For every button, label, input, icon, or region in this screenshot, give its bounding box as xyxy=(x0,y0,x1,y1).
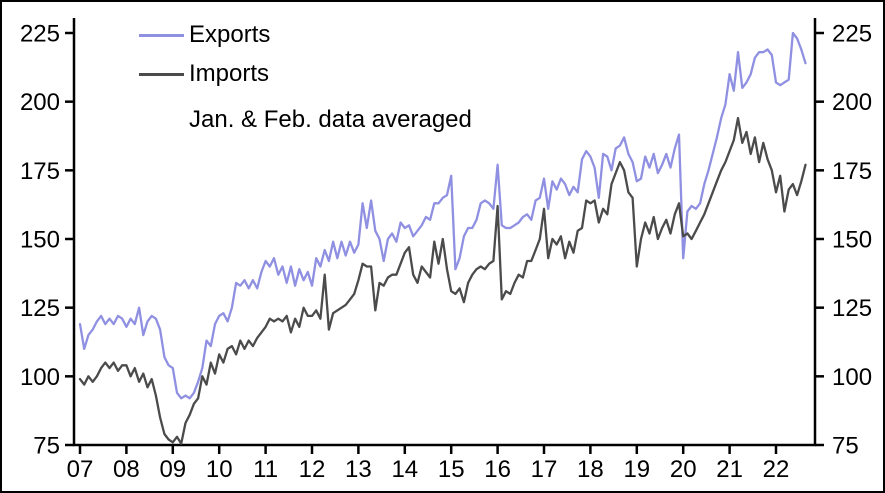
y-axis-label-left: 175 xyxy=(20,158,60,185)
x-axis-label: 17 xyxy=(531,456,558,483)
legend-item-imports: Imports xyxy=(139,60,269,88)
axes-lines xyxy=(72,18,817,447)
x-axis-label: 16 xyxy=(484,456,511,483)
x-axis-label: 18 xyxy=(577,456,604,483)
y-axis-label-right: 225 xyxy=(832,21,872,48)
chart-note: Jan. & Feb. data averaged xyxy=(189,106,472,133)
x-axis-label: 22 xyxy=(763,456,790,483)
x-axis-label: 13 xyxy=(345,456,372,483)
exports-line-swatch xyxy=(139,33,184,37)
legend-item-exports: Exports xyxy=(139,21,270,49)
y-axis-label-left: 125 xyxy=(20,295,60,322)
exports-line xyxy=(78,31,807,400)
x-axis-label: 09 xyxy=(159,456,186,483)
y-axis-label-left: 150 xyxy=(20,227,60,254)
x-axis-label: 14 xyxy=(391,456,418,483)
x-axis-label: 12 xyxy=(299,456,326,483)
y-axis-label-left: 75 xyxy=(33,433,60,460)
y-axis-label-right: 175 xyxy=(832,158,872,185)
imports-legend-label: Imports xyxy=(189,60,270,87)
y-axis-label-right: 100 xyxy=(832,364,872,391)
y-axis-label-right: 150 xyxy=(832,227,872,254)
x-axis-label: 10 xyxy=(206,456,233,483)
y-axis-label-right: 125 xyxy=(832,295,872,322)
x-axis-label: 07 xyxy=(67,456,94,483)
y-axis-label-left: 200 xyxy=(20,89,60,116)
imports-line-swatch xyxy=(139,72,184,76)
y-axis-label-right: 75 xyxy=(832,433,859,460)
exports-legend-label: Exports xyxy=(189,21,271,48)
x-axis-label: 08 xyxy=(113,456,140,483)
x-axis-label: 11 xyxy=(253,456,278,483)
x-axis-label: 21 xyxy=(716,456,743,483)
y-axis-label-right: 200 xyxy=(832,89,872,116)
x-axis-label: 19 xyxy=(623,456,650,483)
x-axis-label: 15 xyxy=(438,456,465,483)
imports-line xyxy=(78,116,807,445)
y-axis-label-left: 225 xyxy=(20,21,60,48)
x-axis-label: 20 xyxy=(670,456,697,483)
y-axis-label-left: 100 xyxy=(20,364,60,391)
